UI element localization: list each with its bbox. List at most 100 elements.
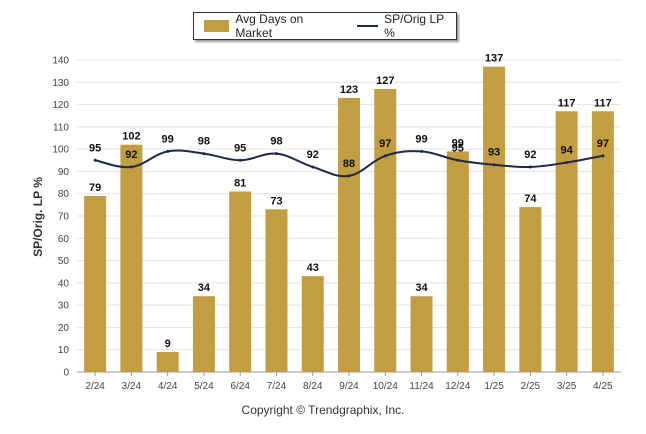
- legend-line-swatch: [356, 25, 379, 27]
- y-tick-label: 130: [52, 78, 69, 89]
- bars: [84, 66, 614, 372]
- y-tick-label: 70: [58, 212, 70, 223]
- x-tick-label: 6/24: [230, 381, 250, 392]
- x-tick-label: 3/25: [557, 381, 577, 392]
- bar-value-label: 34: [415, 282, 428, 294]
- line-point: [311, 165, 315, 169]
- legend: Avg Days on Market SP/Orig LP %: [193, 12, 457, 40]
- bar-value-label: 34: [198, 282, 211, 294]
- line-point: [492, 163, 496, 167]
- bar-value-label: 99: [452, 137, 464, 149]
- legend-line-label: SP/Orig LP %: [384, 12, 444, 40]
- copyright: Copyright © Trendgraphix, Inc.: [241, 403, 405, 417]
- legend-item-line: SP/Orig LP %: [341, 12, 456, 40]
- line-value-label: 94: [560, 145, 573, 157]
- x-tick-label: 10/24: [373, 381, 398, 392]
- x-tick-label: 7/24: [267, 381, 287, 392]
- y-tick-label: 100: [52, 145, 69, 156]
- x-tick-label: 9/24: [339, 381, 359, 392]
- y-tick-label: 0: [63, 368, 69, 379]
- bar-value-label: 9: [165, 338, 171, 350]
- bar: [410, 296, 433, 372]
- x-tick-label: 12/24: [445, 381, 470, 392]
- line-point: [274, 152, 278, 156]
- line-value-label: 99: [162, 133, 174, 145]
- x-tick-label: 2/24: [85, 381, 105, 392]
- bar-value-label: 43: [307, 262, 319, 274]
- line-value-label: 88: [343, 158, 355, 170]
- y-tick-label: 110: [53, 122, 69, 133]
- bar: [338, 97, 360, 372]
- line-point: [528, 165, 532, 169]
- x-tick-label: 1/25: [484, 381, 504, 392]
- bar-value-label: 73: [270, 195, 282, 207]
- y-tick-label: 30: [58, 301, 70, 312]
- line-point: [93, 158, 97, 162]
- x-tick-label: 4/25: [593, 381, 613, 392]
- line-value-label: 93: [488, 147, 500, 159]
- y-axis-label: SP/Orig. LP %: [31, 177, 45, 257]
- line-point: [347, 174, 351, 178]
- x-tick-label: 2/25: [521, 381, 541, 392]
- bar: [265, 209, 288, 372]
- line-value-label: 92: [125, 149, 137, 161]
- line-point: [202, 152, 206, 156]
- y-tick-label: 120: [52, 100, 69, 111]
- y-tick-label: 60: [58, 234, 70, 245]
- line-point: [166, 149, 170, 153]
- bar: [84, 195, 107, 372]
- y-tick-label: 40: [58, 278, 70, 289]
- line-point: [601, 154, 605, 158]
- bar: [591, 111, 614, 372]
- y-tick-label: 90: [58, 167, 70, 178]
- x-tick-label: 3/24: [122, 381, 142, 392]
- line-value-label: 99: [415, 133, 427, 145]
- legend-bar-label: Avg Days on Market: [235, 12, 304, 40]
- bar: [374, 88, 397, 372]
- bar: [555, 111, 578, 372]
- bar-value-label: 117: [594, 97, 612, 109]
- bar-value-label: 102: [122, 131, 140, 143]
- bar: [192, 296, 215, 372]
- bar: [156, 351, 179, 372]
- y-tick-label: 10: [58, 345, 70, 356]
- line-point: [383, 154, 387, 158]
- y-tick-label: 20: [58, 323, 70, 334]
- y-tick-label: 140: [52, 56, 69, 67]
- line-point: [456, 158, 460, 162]
- legend-bar-swatch: [204, 20, 230, 32]
- line-point: [420, 149, 424, 153]
- x-tick-label: 4/24: [158, 381, 178, 392]
- line-value-label: 92: [307, 149, 319, 161]
- bar-value-label: 127: [376, 75, 394, 87]
- bar-value-label: 74: [524, 193, 537, 205]
- line-value-label: 97: [379, 138, 391, 150]
- y-tick-label: 50: [58, 256, 70, 267]
- line-value-label: 98: [270, 136, 282, 148]
- x-axis-ticks: 2/24 3/24 4/24 5/24 6/24 7/24 8/24 9/24 10/24 11/…: [85, 372, 613, 392]
- bar-value-label: 123: [340, 84, 358, 96]
- legend-item-bar: Avg Days on Market: [194, 12, 341, 40]
- line-value-label: 95: [452, 142, 464, 154]
- line-point: [129, 165, 133, 169]
- line-value-label: 98: [198, 136, 210, 148]
- bar: [519, 207, 542, 372]
- bar-value-label: 81: [234, 177, 246, 189]
- bar: [446, 151, 469, 372]
- line-value-label: 92: [524, 149, 536, 161]
- line-point: [238, 158, 242, 162]
- bar: [229, 191, 252, 372]
- bar-value-label: 137: [485, 53, 503, 65]
- bar-value-label: 117: [558, 97, 576, 109]
- bar: [483, 66, 506, 372]
- bar-value-label: 79: [89, 182, 101, 194]
- line-value-label: 95: [234, 142, 246, 154]
- x-tick-label: 11/24: [409, 381, 434, 392]
- line-value-label: 95: [89, 142, 101, 154]
- bar: [120, 144, 143, 372]
- y-axis-ticks: 0 10 20 30 40 50 60 70 80 90 100 110 120 130 140: [52, 56, 69, 379]
- x-tick-label: 8/24: [303, 381, 323, 392]
- y-tick-label: 80: [58, 189, 70, 200]
